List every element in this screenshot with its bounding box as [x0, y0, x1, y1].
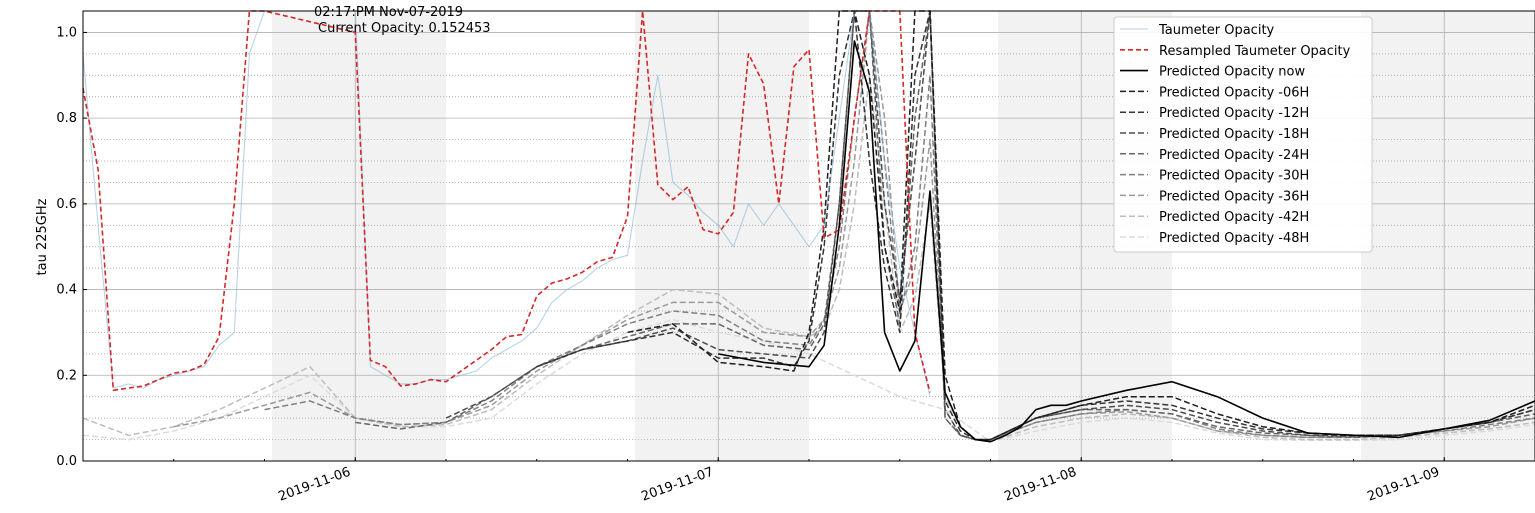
x-tick-label: 2019-11-06 — [276, 465, 352, 505]
legend-label: Predicted Opacity -12H — [1159, 106, 1309, 121]
legend-label: Predicted Opacity -06H — [1159, 85, 1309, 100]
legend-label: Predicted Opacity -18H — [1159, 127, 1309, 142]
legend-label: Predicted Opacity -30H — [1159, 169, 1309, 184]
y-tick-label: 0.8 — [56, 111, 77, 126]
series-layer — [82, 10, 1535, 443]
series-line-p2 — [536, 10, 1535, 441]
night-band-1 — [635, 11, 809, 461]
series-line-p8 — [82, 318, 1535, 443]
annotation-current-opacity: Current Opacity: 0.152453 — [318, 21, 491, 36]
legend-label: Taumeter Opacity — [1158, 23, 1275, 38]
legend-label: Predicted Opacity -24H — [1159, 148, 1309, 163]
series-line-now — [718, 40, 1535, 443]
y-tick-label: 1.0 — [56, 25, 77, 40]
night-band-3 — [1361, 11, 1535, 461]
series-line-resampled — [82, 10, 931, 393]
series-line-p4 — [355, 10, 1535, 441]
y-tick-label: 0.4 — [56, 283, 77, 298]
legend-label: Predicted Opacity -48H — [1159, 231, 1309, 246]
legend-label: Predicted Opacity -42H — [1159, 210, 1309, 225]
series-line-taumeter — [82, 10, 931, 397]
annotation-time: 02:17:PM Nov-07-2019 — [314, 5, 463, 20]
x-tick-label: 2019-11-09 — [1365, 465, 1441, 505]
night-band-0 — [272, 11, 446, 461]
series-line-p7 — [82, 74, 1535, 443]
y-tick-label: 0.6 — [56, 197, 77, 212]
x-tick-label: 2019-11-08 — [1002, 465, 1078, 505]
y-axis-label: tau 225GHz — [35, 198, 50, 275]
legend-label: Predicted Opacity now — [1159, 65, 1305, 80]
y-tick-label: 0.0 — [56, 454, 77, 469]
legend-label: Resampled Taumeter Opacity — [1159, 44, 1351, 59]
legend-box — [1113, 16, 1373, 253]
y-tick-label: 0.2 — [56, 368, 77, 383]
legend: Taumeter Opacity Resampled Taumeter Opaci… — [1113, 16, 1373, 253]
x-tick-label: 2019-11-07 — [639, 465, 715, 505]
legend-label: Predicted Opacity -36H — [1159, 189, 1309, 204]
